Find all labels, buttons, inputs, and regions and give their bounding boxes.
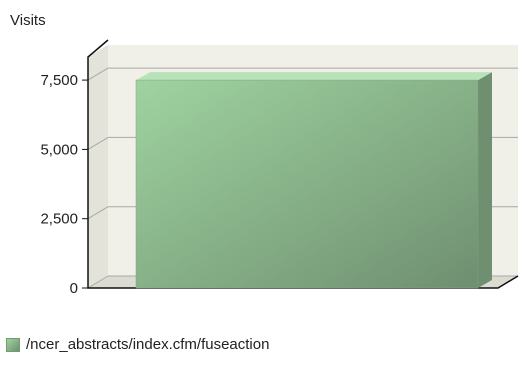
- gridline-diag-1: [87, 206, 109, 220]
- legend-label: /ncer_abstracts/index.cfm/fuseaction: [26, 336, 270, 353]
- gridline-diag-0: [87, 275, 109, 289]
- bar-0: [135, 79, 479, 289]
- y-tick-label-1: 2,500: [40, 211, 78, 228]
- axes: [87, 39, 519, 289]
- legend: /ncer_abstracts/index.cfm/fuseaction: [6, 336, 269, 353]
- gridline-diag-3: [87, 67, 109, 81]
- bar-side-0: [478, 72, 492, 289]
- legend-swatch: [6, 337, 20, 352]
- gridline-diag-2: [87, 136, 109, 150]
- y-tick-label-2: 5,000: [40, 141, 78, 158]
- side-wall: [88, 45, 108, 288]
- y-tick-label-0: 0: [70, 280, 78, 297]
- bar-top-0: [136, 72, 492, 81]
- y-axis-title: Visits: [10, 12, 46, 29]
- y-tick-label-3: 7,500: [40, 72, 78, 89]
